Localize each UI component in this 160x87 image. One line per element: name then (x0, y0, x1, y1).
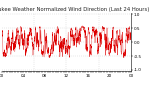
Title: Milwaukee Weather Normalized Wind Direction (Last 24 Hours): Milwaukee Weather Normalized Wind Direct… (0, 7, 150, 12)
